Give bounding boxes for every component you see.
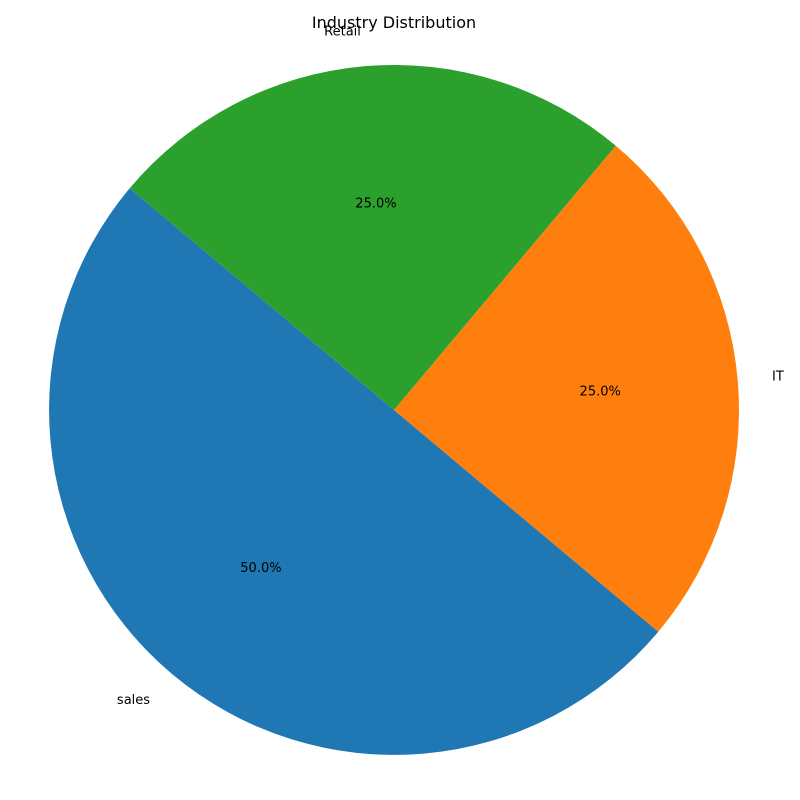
- pie-slice-it: [394, 145, 740, 632]
- pie-slices: [49, 64, 740, 755]
- pie-slice-sales: [49, 188, 659, 755]
- pie-labels: sales 50.0% IT 25.0% Retail 25.0%: [117, 24, 784, 708]
- slice-percent-it: 25.0%: [580, 384, 621, 399]
- slice-label-sales: sales: [117, 693, 150, 708]
- chart-title: Industry Distribution: [312, 13, 476, 32]
- slice-percent-sales: 50.0%: [240, 561, 281, 576]
- pie-slice-retail: [129, 64, 616, 411]
- slice-label-it: IT: [772, 369, 784, 384]
- slice-label-retail: Retail: [324, 24, 361, 39]
- slice-percent-retail: 25.0%: [355, 196, 396, 211]
